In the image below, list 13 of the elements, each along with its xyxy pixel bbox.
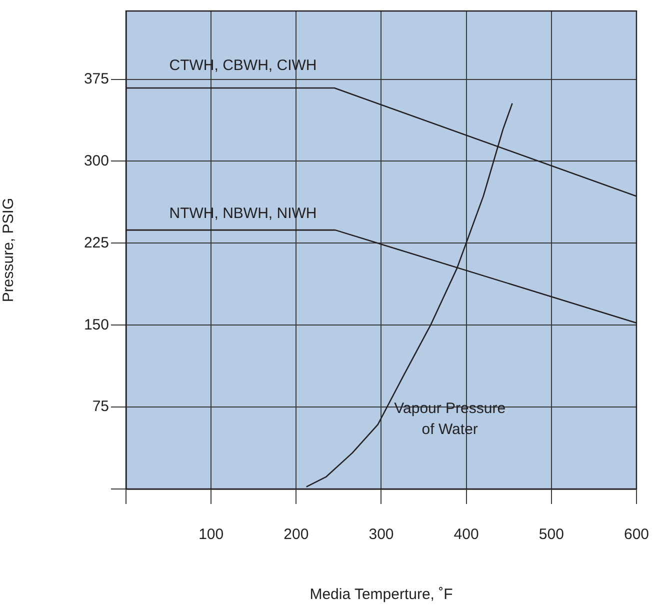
y-tick-label: 150 bbox=[84, 316, 109, 334]
x-tick-label: 300 bbox=[368, 526, 394, 544]
x-tick-label: 400 bbox=[454, 526, 479, 544]
y-tick-label: 300 bbox=[84, 152, 109, 170]
x-tick-label: 600 bbox=[624, 526, 649, 544]
y-tick-label: 225 bbox=[84, 234, 109, 252]
y-tick-label: 375 bbox=[84, 70, 109, 88]
x-tick-label: 100 bbox=[198, 526, 224, 544]
y-axis-title: Pressure, PSIG bbox=[0, 198, 18, 302]
x-tick-label: 200 bbox=[284, 526, 309, 544]
x-tick-label: 500 bbox=[538, 526, 564, 544]
x-axis-title: Media Temperture, ˚F bbox=[310, 586, 453, 604]
y-tick-label: 75 bbox=[92, 398, 109, 416]
